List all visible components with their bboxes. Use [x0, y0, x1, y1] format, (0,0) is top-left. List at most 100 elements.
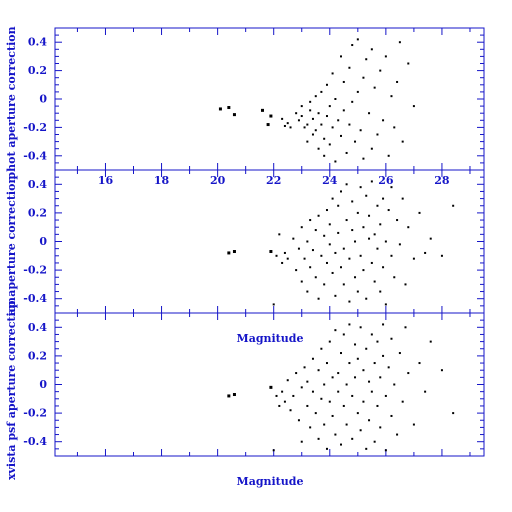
- data-point: [303, 126, 306, 129]
- data-point: [362, 76, 365, 79]
- data-point: [412, 423, 415, 426]
- x-tick-label: 16: [98, 174, 114, 187]
- data-point: [320, 347, 323, 350]
- data-point: [278, 233, 281, 236]
- data-point: [300, 115, 303, 118]
- data-point: [440, 254, 443, 257]
- data-point: [334, 433, 337, 436]
- data-point: [334, 294, 337, 297]
- data-point: [368, 237, 371, 240]
- data-point: [297, 119, 300, 122]
- data-point: [331, 126, 334, 129]
- data-point: [340, 190, 342, 193]
- data-point: [401, 197, 404, 200]
- data-point: [382, 197, 385, 200]
- data-point: [370, 180, 373, 183]
- data-point: [407, 226, 410, 229]
- data-point: [295, 112, 298, 115]
- y-axis-label: ap aperture correction: [5, 176, 18, 316]
- data-point: [376, 404, 379, 407]
- data-point: [424, 251, 427, 254]
- data-point: [309, 100, 312, 103]
- data-point: [368, 112, 371, 115]
- data-point: [356, 38, 359, 41]
- data-point: [384, 240, 387, 243]
- data-point: [390, 254, 393, 257]
- data-point: [272, 303, 275, 306]
- data-point: [359, 129, 362, 132]
- data-point: [387, 366, 390, 369]
- data-point: [379, 290, 382, 293]
- data-point: [323, 423, 326, 426]
- data-point: [323, 154, 326, 157]
- data-point: [227, 394, 231, 398]
- data-point: [306, 240, 309, 243]
- data-point: [331, 197, 334, 200]
- y-tick-label: -0.2: [23, 121, 47, 134]
- data-point: [317, 437, 320, 440]
- data-point: [314, 129, 317, 132]
- data-point: [384, 394, 387, 397]
- x-axis-label: Magnitude: [237, 332, 304, 345]
- data-point: [306, 404, 309, 407]
- data-point: [283, 251, 286, 254]
- data-point: [283, 400, 286, 403]
- y-tick-label: -0.2: [23, 407, 47, 420]
- data-point: [331, 376, 334, 379]
- data-point: [379, 69, 382, 72]
- data-point: [311, 357, 314, 360]
- data-point: [314, 229, 317, 232]
- data-point: [348, 362, 351, 365]
- data-point: [309, 426, 312, 429]
- data-point: [232, 113, 236, 117]
- data-point: [407, 372, 410, 375]
- data-point: [292, 237, 295, 240]
- data-point: [342, 247, 345, 250]
- data-point: [373, 362, 376, 365]
- data-point: [306, 290, 309, 293]
- data-point: [303, 257, 306, 260]
- x-tick-label: 26: [378, 174, 394, 187]
- data-point: [354, 240, 357, 243]
- data-point: [309, 266, 312, 269]
- data-point: [356, 90, 359, 93]
- data-point: [340, 352, 342, 355]
- data-point: [362, 157, 365, 160]
- data-point: [328, 243, 331, 246]
- data-point: [368, 419, 371, 422]
- data-point: [328, 340, 331, 343]
- data-point: [340, 55, 342, 58]
- data-point: [345, 423, 348, 426]
- data-point: [300, 226, 303, 229]
- data-point: [384, 55, 387, 58]
- data-point: [365, 447, 368, 450]
- data-point: [365, 297, 368, 300]
- data-point: [331, 72, 334, 75]
- data-point: [390, 186, 393, 189]
- data-point: [351, 229, 354, 232]
- y-tick-label: 0.4: [28, 321, 47, 334]
- data-point: [342, 283, 345, 286]
- data-point: [317, 147, 320, 150]
- y-tick-label: -0.2: [23, 264, 47, 277]
- data-point: [295, 269, 298, 272]
- data-point: [359, 254, 362, 257]
- data-point: [370, 390, 373, 393]
- data-point: [342, 404, 345, 407]
- x-tick-label: 28: [434, 174, 450, 187]
- data-point: [286, 257, 289, 260]
- x-tick-label: 22: [266, 174, 281, 187]
- data-point: [359, 326, 362, 329]
- data-point: [295, 372, 298, 375]
- data-point: [390, 414, 393, 417]
- data-point: [407, 62, 410, 65]
- data-point: [452, 412, 455, 415]
- data-point: [331, 414, 334, 417]
- data-point: [303, 366, 306, 369]
- data-point: [232, 393, 236, 397]
- data-point: [300, 386, 303, 389]
- data-point: [342, 333, 345, 336]
- data-point: [317, 297, 320, 300]
- data-point: [396, 433, 399, 436]
- data-point: [359, 186, 362, 189]
